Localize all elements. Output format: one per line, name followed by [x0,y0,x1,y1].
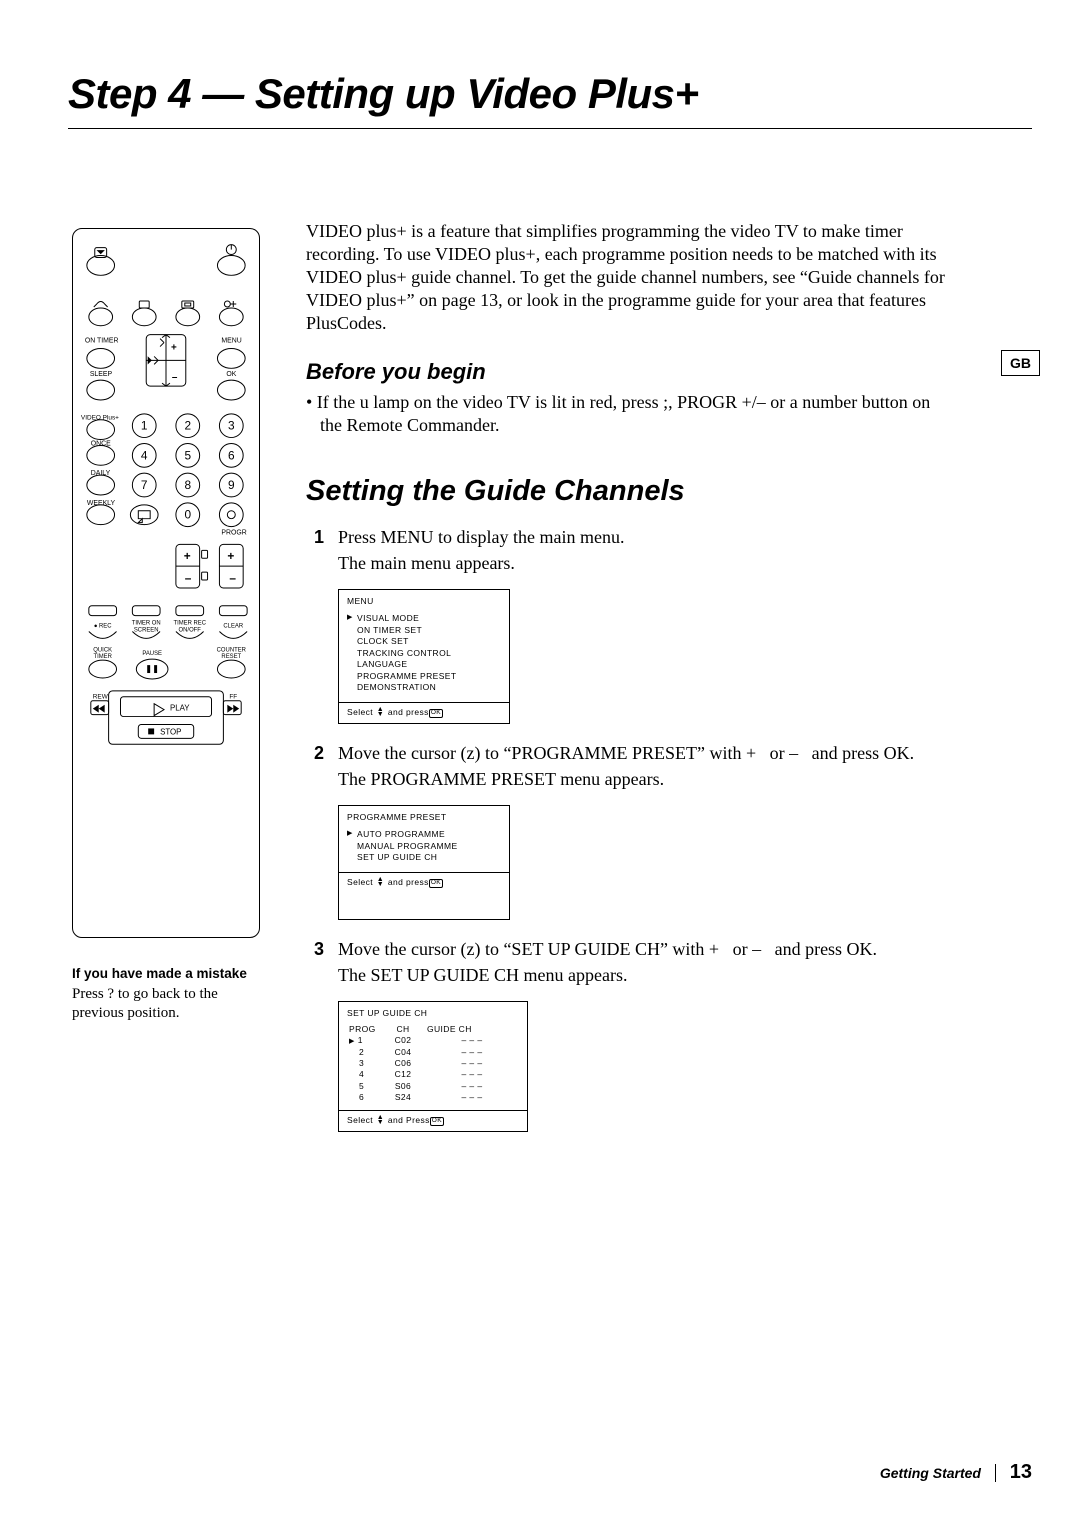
svg-text:0: 0 [184,508,191,522]
svg-text:PROGR: PROGR [221,530,246,537]
footer-section: Getting Started [880,1465,981,1481]
svg-text:MENU: MENU [221,338,241,345]
svg-text:ON TIMER: ON TIMER [85,338,119,345]
page-footer: Getting Started 13 [0,1461,1032,1484]
svg-text:COUNTER: COUNTER [217,647,246,653]
menu-screenshot-preset: PROGRAMME PRESETAUTO PROGRAMMEMANUAL PRO… [338,805,510,920]
svg-text:● REC: ● REC [94,624,112,630]
svg-text:–: – [229,571,236,585]
mistake-note-body: Press ? to go back to the previous posit… [72,985,272,1023]
svg-text:VIDEO Plus+: VIDEO Plus+ [81,415,119,422]
step-subtext: The SET UP GUIDE CH menu appears. [338,964,946,987]
svg-text:–: – [185,571,192,585]
svg-text:8: 8 [184,478,191,492]
svg-text:WEEKLY: WEEKLY [87,500,116,507]
mistake-note: If you have made a mistake Press ? to go… [72,966,272,1023]
svg-text:PAUSE: PAUSE [142,651,162,657]
svg-text:QUICK: QUICK [93,647,112,653]
svg-text:1: 1 [141,419,148,433]
svg-text:PLAY: PLAY [170,704,190,713]
step-3: 3 Move the cursor (z) to “SET UP GUIDE C… [306,938,946,987]
svg-text:+: + [184,549,191,563]
mistake-note-heading: If you have made a mistake [72,966,272,981]
svg-text:5: 5 [184,448,191,462]
step-text: Press MENU to display the main menu. [338,526,946,549]
step-number: 2 [306,742,324,791]
svg-text:ON/OFF: ON/OFF [179,627,202,633]
svg-text:DAILY: DAILY [91,470,111,477]
svg-text:TIMER: TIMER [93,654,111,660]
footer-page-number: 13 [1010,1461,1032,1483]
page-title: Step 4 — Setting up Video Plus+ [68,70,699,118]
svg-text:TIMER REC: TIMER REC [173,621,206,627]
before-heading: Before you begin [306,359,946,385]
step-1: 1 Press MENU to display the main menu. T… [306,526,946,575]
svg-text:9: 9 [228,478,235,492]
svg-text:6: 6 [228,448,235,462]
footer-divider [995,1464,996,1482]
step-2: 2 Move the cursor (z) to “PROGRAMME PRES… [306,742,946,791]
svg-text:7: 7 [141,478,148,492]
step-text: Move the cursor (z) to “SET UP GUIDE CH”… [338,938,946,961]
step-subtext: The PROGRAMME PRESET menu appears. [338,768,946,791]
language-tab: GB [1001,350,1040,376]
menu-screenshot-main: MENUVISUAL MODEON TIMER SETCLOCK SETTRAC… [338,589,510,724]
before-bullet: • If the u lamp on the video TV is lit i… [306,391,946,437]
main-content: VIDEO plus+ is a feature that simplifies… [306,220,946,1132]
svg-text:4: 4 [141,448,148,462]
intro-paragraph: VIDEO plus+ is a feature that simplifies… [306,220,946,335]
svg-text:SLEEP: SLEEP [90,371,113,378]
step-text: Move the cursor (z) to “PROGRAMME PRESET… [338,742,946,765]
svg-text:3: 3 [228,419,235,433]
svg-text:SCREEN: SCREEN [134,627,159,633]
svg-text:REW: REW [93,694,109,701]
svg-text:FF: FF [229,694,237,701]
svg-text:+: + [227,549,234,563]
section-heading: Setting the Guide Channels [306,475,946,508]
svg-text:+: + [171,343,177,354]
svg-text:CLEAR: CLEAR [223,624,243,630]
svg-text:STOP: STOP [160,727,181,736]
remote-illustration: ON TIMER MENU + – SLEEP OK VIDEO Plus+ [72,228,260,938]
svg-text:ONCE: ONCE [91,440,111,447]
svg-text:2: 2 [184,419,191,433]
menu-screenshot-guide: SET UP GUIDE CHPROGCHGUIDE CH1C02– – –2C… [338,1001,528,1132]
step-subtext: The main menu appears. [338,552,946,575]
svg-text:–: – [172,372,178,383]
step-number: 1 [306,526,324,575]
svg-text:TIMER ON: TIMER ON [132,621,161,627]
svg-text:RESET: RESET [221,654,241,660]
step-number: 3 [306,938,324,987]
title-rule [68,128,1032,129]
svg-text:OK: OK [226,371,236,378]
